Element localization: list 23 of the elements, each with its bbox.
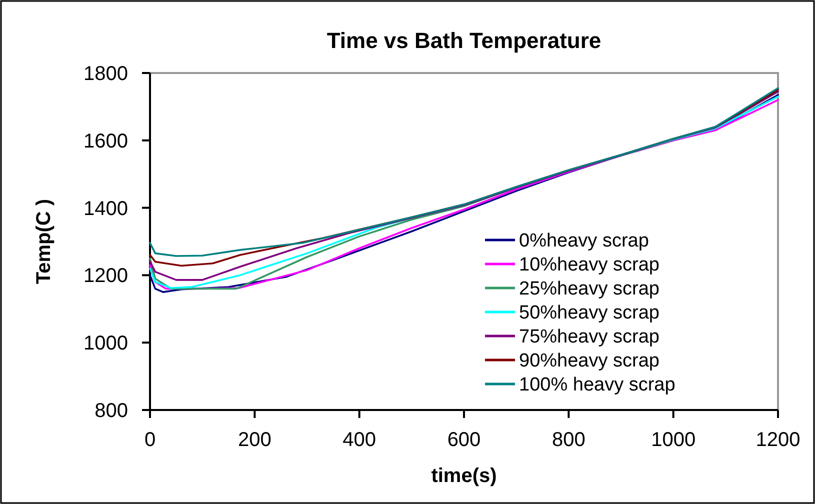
x-tick-label: 400 (342, 429, 376, 451)
x-tick-label: 0 (144, 429, 156, 451)
x-tick-label: 1200 (756, 429, 800, 451)
y-tick-label: 1200 (84, 265, 128, 288)
legend-label: 10%heavy scrap (519, 254, 660, 276)
y-tick-label: 1000 (84, 332, 128, 355)
y-tick-label: 800 (94, 400, 128, 422)
y-tick-label: 1400 (84, 198, 128, 220)
legend-label: 100% heavy scrap (519, 374, 676, 396)
legend-label: 75%heavy scrap (519, 326, 660, 348)
legend-label: 90%heavy scrap (519, 350, 660, 372)
x-tick-label: 800 (552, 429, 586, 451)
x-tick-label: 200 (238, 429, 272, 451)
x-tick-label: 1000 (651, 429, 696, 451)
legend-label: 50%heavy scrap (519, 302, 660, 324)
legend-label: 0%heavy scrap (519, 230, 649, 252)
legend-label: 25%heavy scrap (519, 278, 660, 300)
y-axis-title: Temp(C ) (33, 198, 55, 284)
chart-title: Time vs Bath Temperature (326, 28, 602, 53)
y-tick-label: 1600 (84, 130, 128, 152)
y-tick-label: 1800 (84, 63, 128, 85)
x-axis-title: time(s) (431, 465, 497, 487)
x-tick-label: 600 (447, 429, 481, 451)
